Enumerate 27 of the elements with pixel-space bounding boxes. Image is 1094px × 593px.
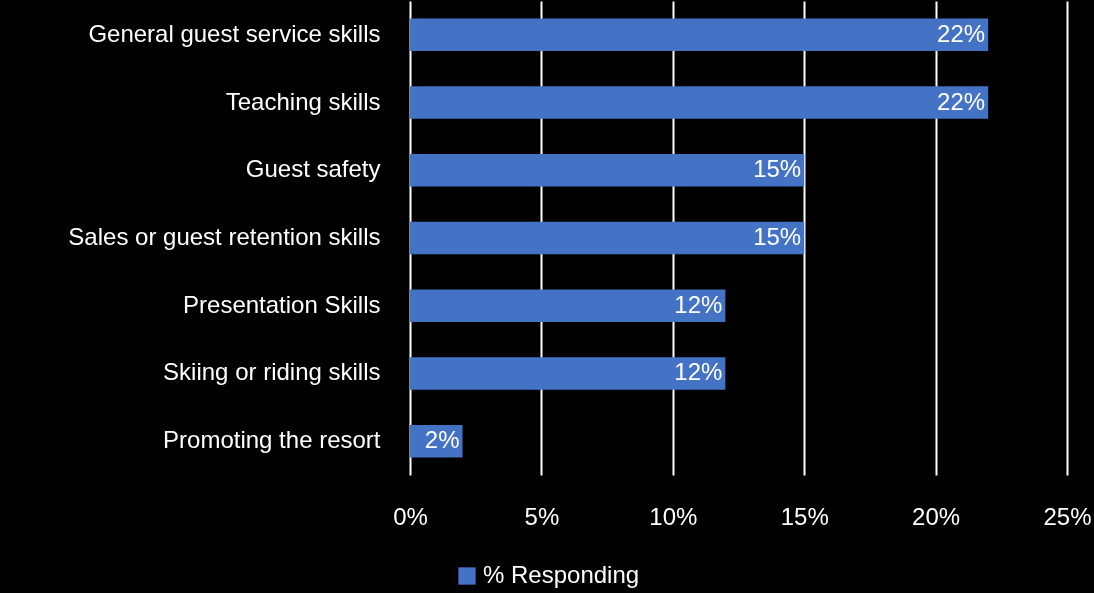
y-tick-label: Skiing or riding skills [163, 358, 381, 386]
x-tick-label: 15% [780, 502, 829, 530]
y-tick-label: Presentation Skills [183, 290, 381, 318]
y-tick-label: Promoting the resort [163, 426, 381, 454]
y-tick-label: Teaching skills [225, 87, 381, 115]
y-tick-label: General guest service skills [88, 19, 381, 47]
data-label: 2% [424, 426, 460, 454]
data-label: 12% [674, 358, 723, 386]
x-tick-label: 5% [524, 502, 560, 530]
data-label: 15% [753, 155, 802, 183]
y-tick-label: Guest safety [245, 155, 381, 183]
bar [410, 86, 989, 119]
bar [410, 289, 726, 322]
data-label: 22% [937, 19, 986, 47]
x-tick-label: 10% [649, 502, 698, 530]
data-label: 15% [753, 223, 802, 250]
data-label: 12% [674, 290, 723, 318]
bar [410, 154, 805, 187]
bar [410, 221, 805, 255]
bar [410, 18, 989, 52]
bar [410, 357, 726, 390]
y-tick-label: Sales or guest retention skills [68, 223, 381, 250]
x-tick-label: 25% [1043, 502, 1092, 530]
data-label: 22% [937, 87, 986, 115]
x-tick-label: 20% [912, 502, 961, 530]
x-tick-label: 0% [393, 502, 428, 530]
legend-label: % Responding [483, 561, 640, 588]
